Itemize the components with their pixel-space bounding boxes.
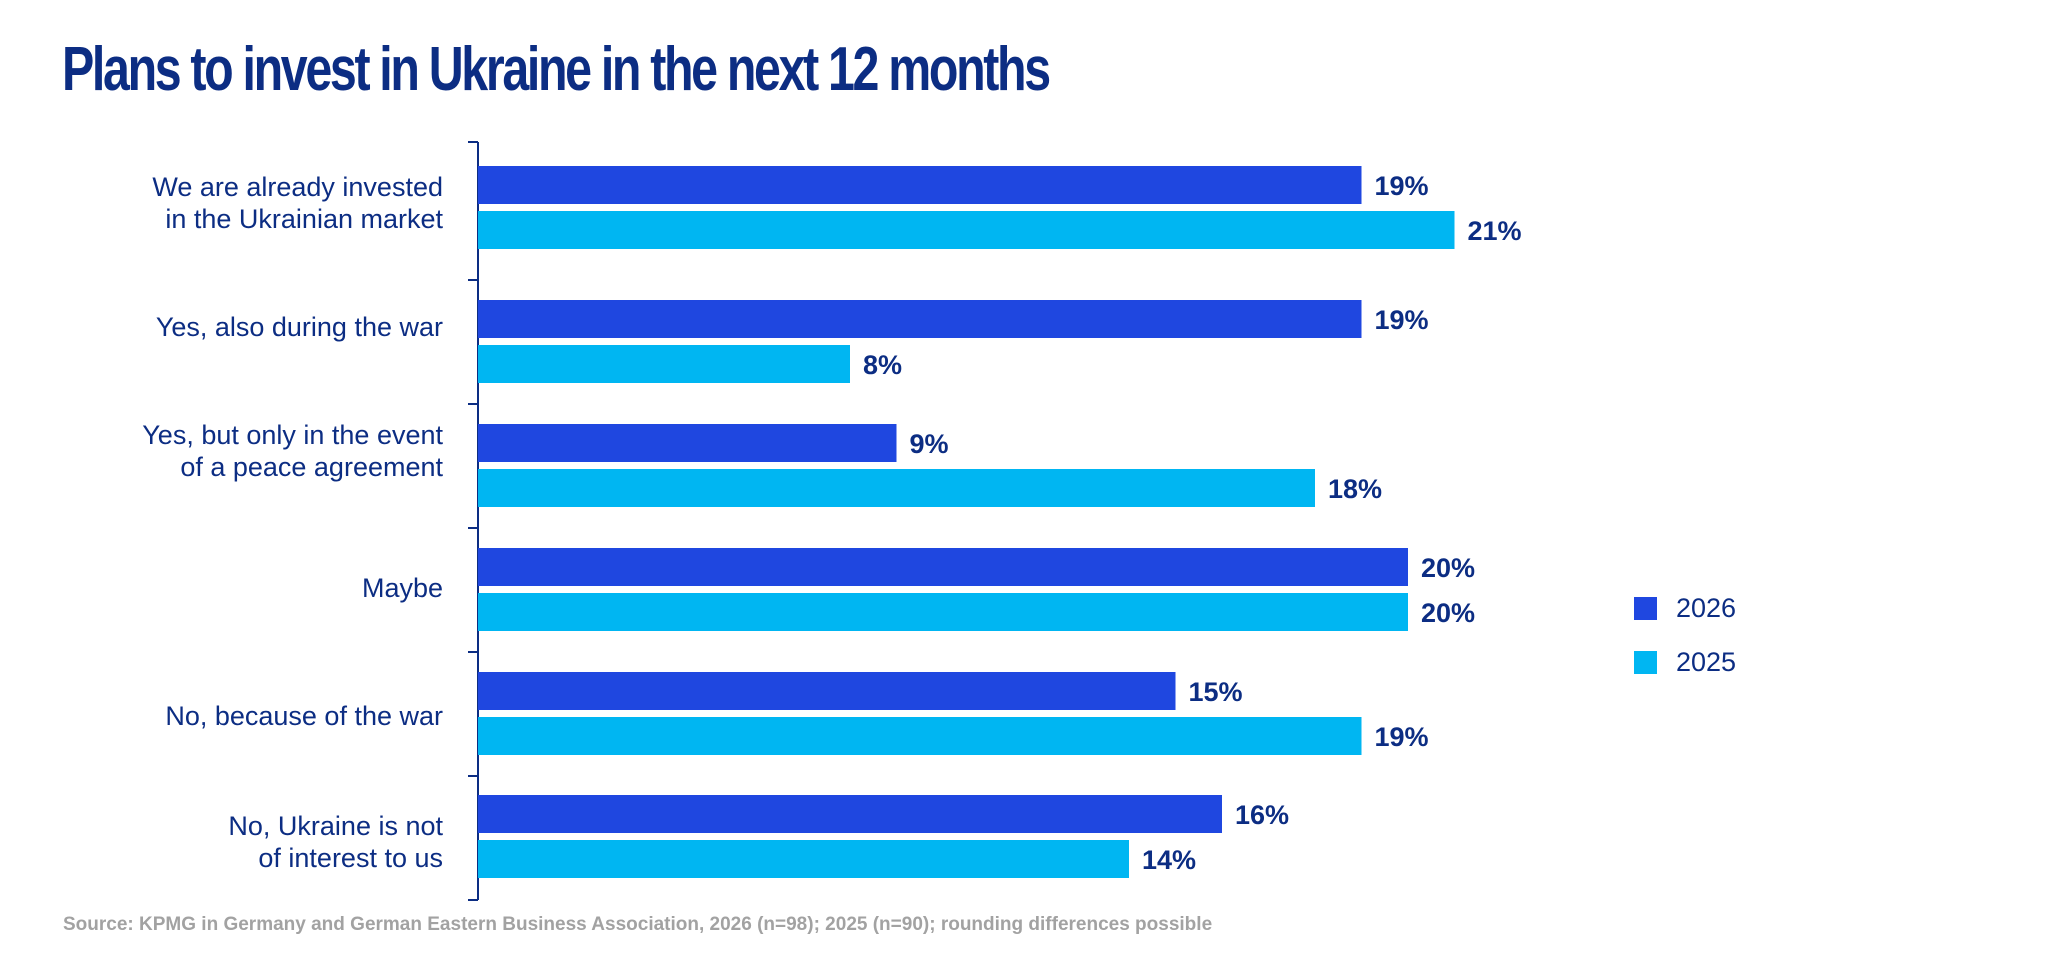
legend-label-2025: 2025 (1676, 646, 1737, 677)
data-label-2025-1: 8% (863, 350, 902, 380)
data-label-2026-1: 19% (1375, 305, 1429, 335)
data-label-2025-2: 18% (1328, 474, 1382, 504)
bar-2025-0 (478, 211, 1455, 249)
category-label-5: No, Ukraine is not of interest to us (228, 811, 443, 873)
legend-label-2026: 2026 (1676, 592, 1737, 623)
category-label-3: Maybe (361, 573, 443, 603)
bar-2025-3 (478, 593, 1408, 631)
data-label-2026-0: 19% (1375, 171, 1429, 201)
bar-2026-5 (478, 795, 1222, 833)
chart-title: Plans to invest in Ukraine in the next 1… (62, 35, 1051, 104)
source-note: Source: KPMG in Germany and German Easte… (63, 914, 1213, 935)
legend-swatch-2026 (1634, 596, 1657, 620)
category-label-2: Yes, but only in the event of a peace ag… (142, 420, 443, 482)
data-label-2025-4: 19% (1375, 722, 1429, 752)
category-label-1: Yes, also during the war (155, 312, 443, 342)
bar-2026-4 (478, 672, 1176, 710)
legend-item-2025: 2025 (1634, 646, 1736, 678)
data-label-2026-2: 9% (910, 429, 949, 459)
bar-2026-3 (478, 548, 1408, 586)
bar-2025-1 (478, 345, 850, 383)
data-label-2026-3: 20% (1421, 553, 1475, 583)
bar-2026-1 (478, 300, 1362, 338)
data-label-2025-3: 20% (1421, 598, 1475, 628)
data-label-2025-5: 14% (1142, 845, 1196, 875)
category-label-4: No, because of the war (165, 701, 443, 731)
legend-item-2026: 2026 (1634, 592, 1736, 624)
category-label-0: We are already invested in the Ukrainian… (152, 172, 443, 234)
data-label-2026-4: 15% (1189, 677, 1243, 707)
legend: 2026 2025 (1634, 592, 1736, 700)
bar-2025-4 (478, 717, 1362, 755)
data-label-2025-0: 21% (1468, 216, 1522, 246)
legend-swatch-2025 (1634, 650, 1657, 674)
data-label-2026-5: 16% (1235, 800, 1289, 830)
bar-2025-2 (478, 469, 1315, 507)
bar-2025-5 (478, 840, 1129, 878)
bar-2026-0 (478, 166, 1362, 204)
bar-2026-2 (478, 424, 897, 462)
